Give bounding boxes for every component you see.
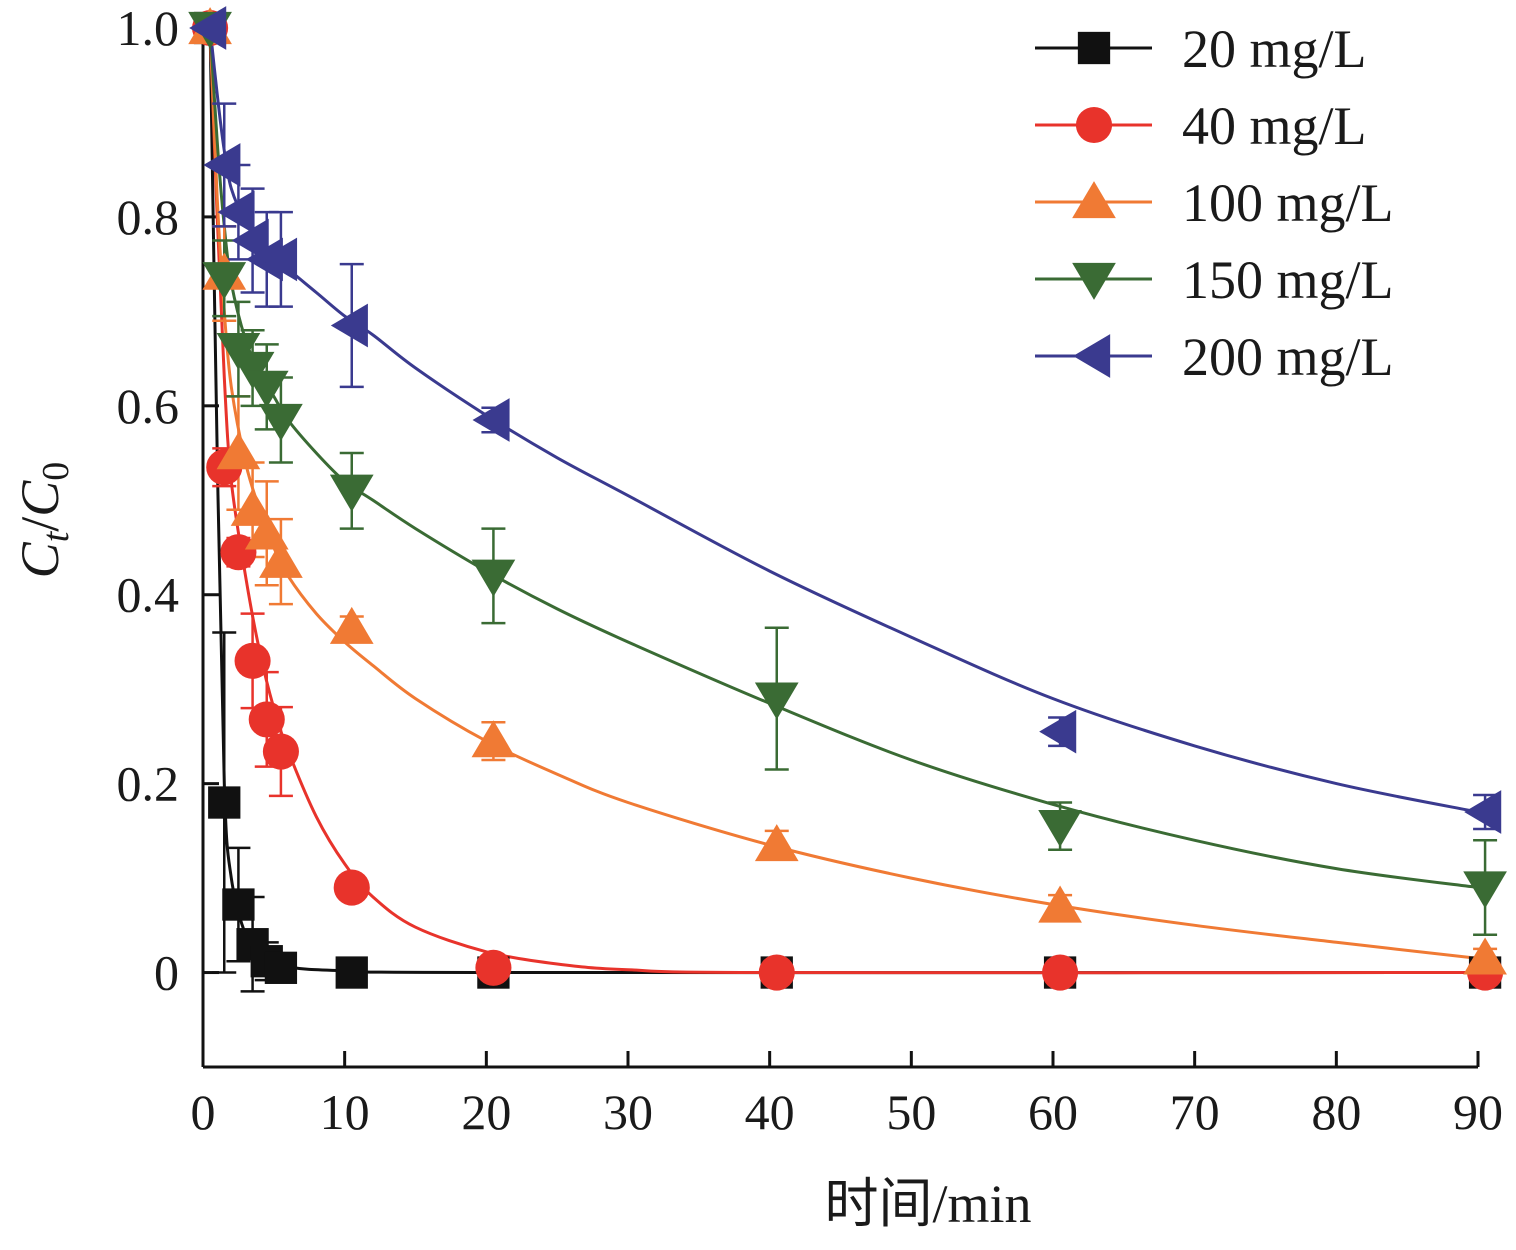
data-point-20-mg-l: [208, 786, 241, 819]
data-point-40-mg-l: [234, 642, 271, 679]
x-tick-label: 30: [603, 1084, 653, 1140]
data-point-40-mg-l: [758, 954, 795, 991]
data-point-150-mg-l: [754, 682, 799, 720]
data-point-20-mg-l: [335, 956, 368, 989]
axes: [201, 22, 1480, 1069]
legend-label-40-mg-l: 40 mg/L: [1182, 96, 1367, 156]
data-point-150-mg-l: [471, 559, 516, 597]
data-point-40-mg-l: [248, 701, 285, 738]
data-point-100-mg-l: [1463, 937, 1507, 975]
data-point-150-mg-l: [202, 262, 247, 300]
data-point-100-mg-l: [244, 512, 289, 550]
data-point-100-mg-l: [471, 720, 516, 758]
data-point-200-mg-l: [472, 398, 510, 442]
tick-labels: 0 10 20 30 40 50 60 70 80 90 0 0.2 0.4 0.6 0.8 1.0: [117, 0, 1504, 1140]
data-point-40-mg-l: [220, 534, 257, 571]
legend-marker-100-mg-l: [1072, 181, 1116, 219]
x-tick-label: 10: [320, 1084, 370, 1140]
legend-marker-20-mg-l: [1077, 31, 1111, 65]
x-tick-label: 60: [1028, 1084, 1078, 1140]
y-axis-title: Ct/C0: [10, 462, 77, 579]
data-point-200-mg-l: [203, 143, 241, 187]
y-tick-label: 0.8: [117, 189, 180, 245]
data-point-40-mg-l: [1042, 954, 1079, 991]
y-title-c0: C: [10, 480, 70, 517]
data-point-150-mg-l: [230, 351, 275, 389]
data-points: [188, 6, 1507, 991]
y-tick-label: 0.6: [117, 378, 180, 434]
x-tick-label: 0: [191, 1084, 216, 1140]
fit-curves: [208, 27, 1479, 975]
data-point-150-mg-l: [1038, 809, 1082, 848]
data-point-150-mg-l: [259, 403, 303, 441]
y-tick-label: 1.0: [117, 0, 180, 56]
fit-curve-40-mg-l: [208, 27, 1479, 975]
data-point-40-mg-l: [262, 733, 299, 770]
y-tick-label: 0: [154, 945, 179, 1001]
data-point-20-mg-l: [222, 888, 255, 921]
x-axis-title: 时间/min: [824, 1174, 1031, 1234]
legend-marker-40-mg-l: [1075, 106, 1113, 144]
y-tick-label: 0.4: [117, 567, 180, 623]
x-tick-label: 90: [1453, 1084, 1503, 1140]
data-point-100-mg-l: [216, 432, 261, 470]
data-point-100-mg-l: [1038, 885, 1082, 923]
legend-marker-200-mg-l: [1073, 334, 1111, 378]
x-tick-label: 70: [1170, 1084, 1220, 1140]
legend-label-200-mg-l: 200 mg/L: [1182, 327, 1394, 387]
x-tick-label: 20: [461, 1084, 511, 1140]
legend-label-150-mg-l: 150 mg/L: [1182, 250, 1394, 310]
data-point-20-mg-l: [264, 951, 298, 984]
data-point-40-mg-l: [333, 869, 370, 906]
data-point-150-mg-l: [244, 370, 289, 408]
data-point-200-mg-l: [1039, 709, 1077, 754]
y-title-sub-t: t: [35, 530, 77, 542]
data-point-100-mg-l: [329, 606, 374, 644]
data-point-150-mg-l: [1463, 871, 1507, 909]
data-point-200-mg-l: [330, 303, 368, 348]
y-title-sub-0: 0: [35, 462, 77, 481]
data-point-200-mg-l: [260, 237, 298, 282]
data-point-100-mg-l: [754, 824, 799, 862]
data-point-200-mg-l: [189, 6, 227, 50]
error-bars: [212, 102, 1498, 993]
data-point-100-mg-l: [230, 488, 275, 526]
data-point-40-mg-l: [475, 949, 512, 986]
y-tick-label: 0.2: [117, 756, 180, 812]
data-point-100-mg-l: [259, 540, 303, 578]
y-title-slash: /: [10, 517, 70, 532]
y-title-c: C: [10, 541, 70, 578]
x-tick-label: 50: [886, 1084, 936, 1140]
legend-label-20-mg-l: 20 mg/L: [1182, 19, 1367, 79]
fit-curve-100-mg-l: [208, 27, 1479, 960]
fit-curve-150-mg-l: [208, 27, 1479, 889]
legend: 20 mg/L 40 mg/L 100 mg/L 150 mg/L 200 mg/L: [1035, 19, 1394, 387]
data-point-200-mg-l: [1464, 790, 1502, 834]
fit-curve-20-mg-l: [208, 27, 1479, 975]
data-point-200-mg-l: [217, 190, 255, 235]
data-point-150-mg-l: [216, 332, 261, 371]
legend-label-100-mg-l: 100 mg/L: [1182, 173, 1394, 233]
legend-marker-150-mg-l: [1072, 262, 1116, 300]
x-tick-label: 40: [745, 1084, 795, 1140]
data-point-150-mg-l: [329, 474, 374, 512]
x-tick-label: 80: [1311, 1084, 1361, 1140]
